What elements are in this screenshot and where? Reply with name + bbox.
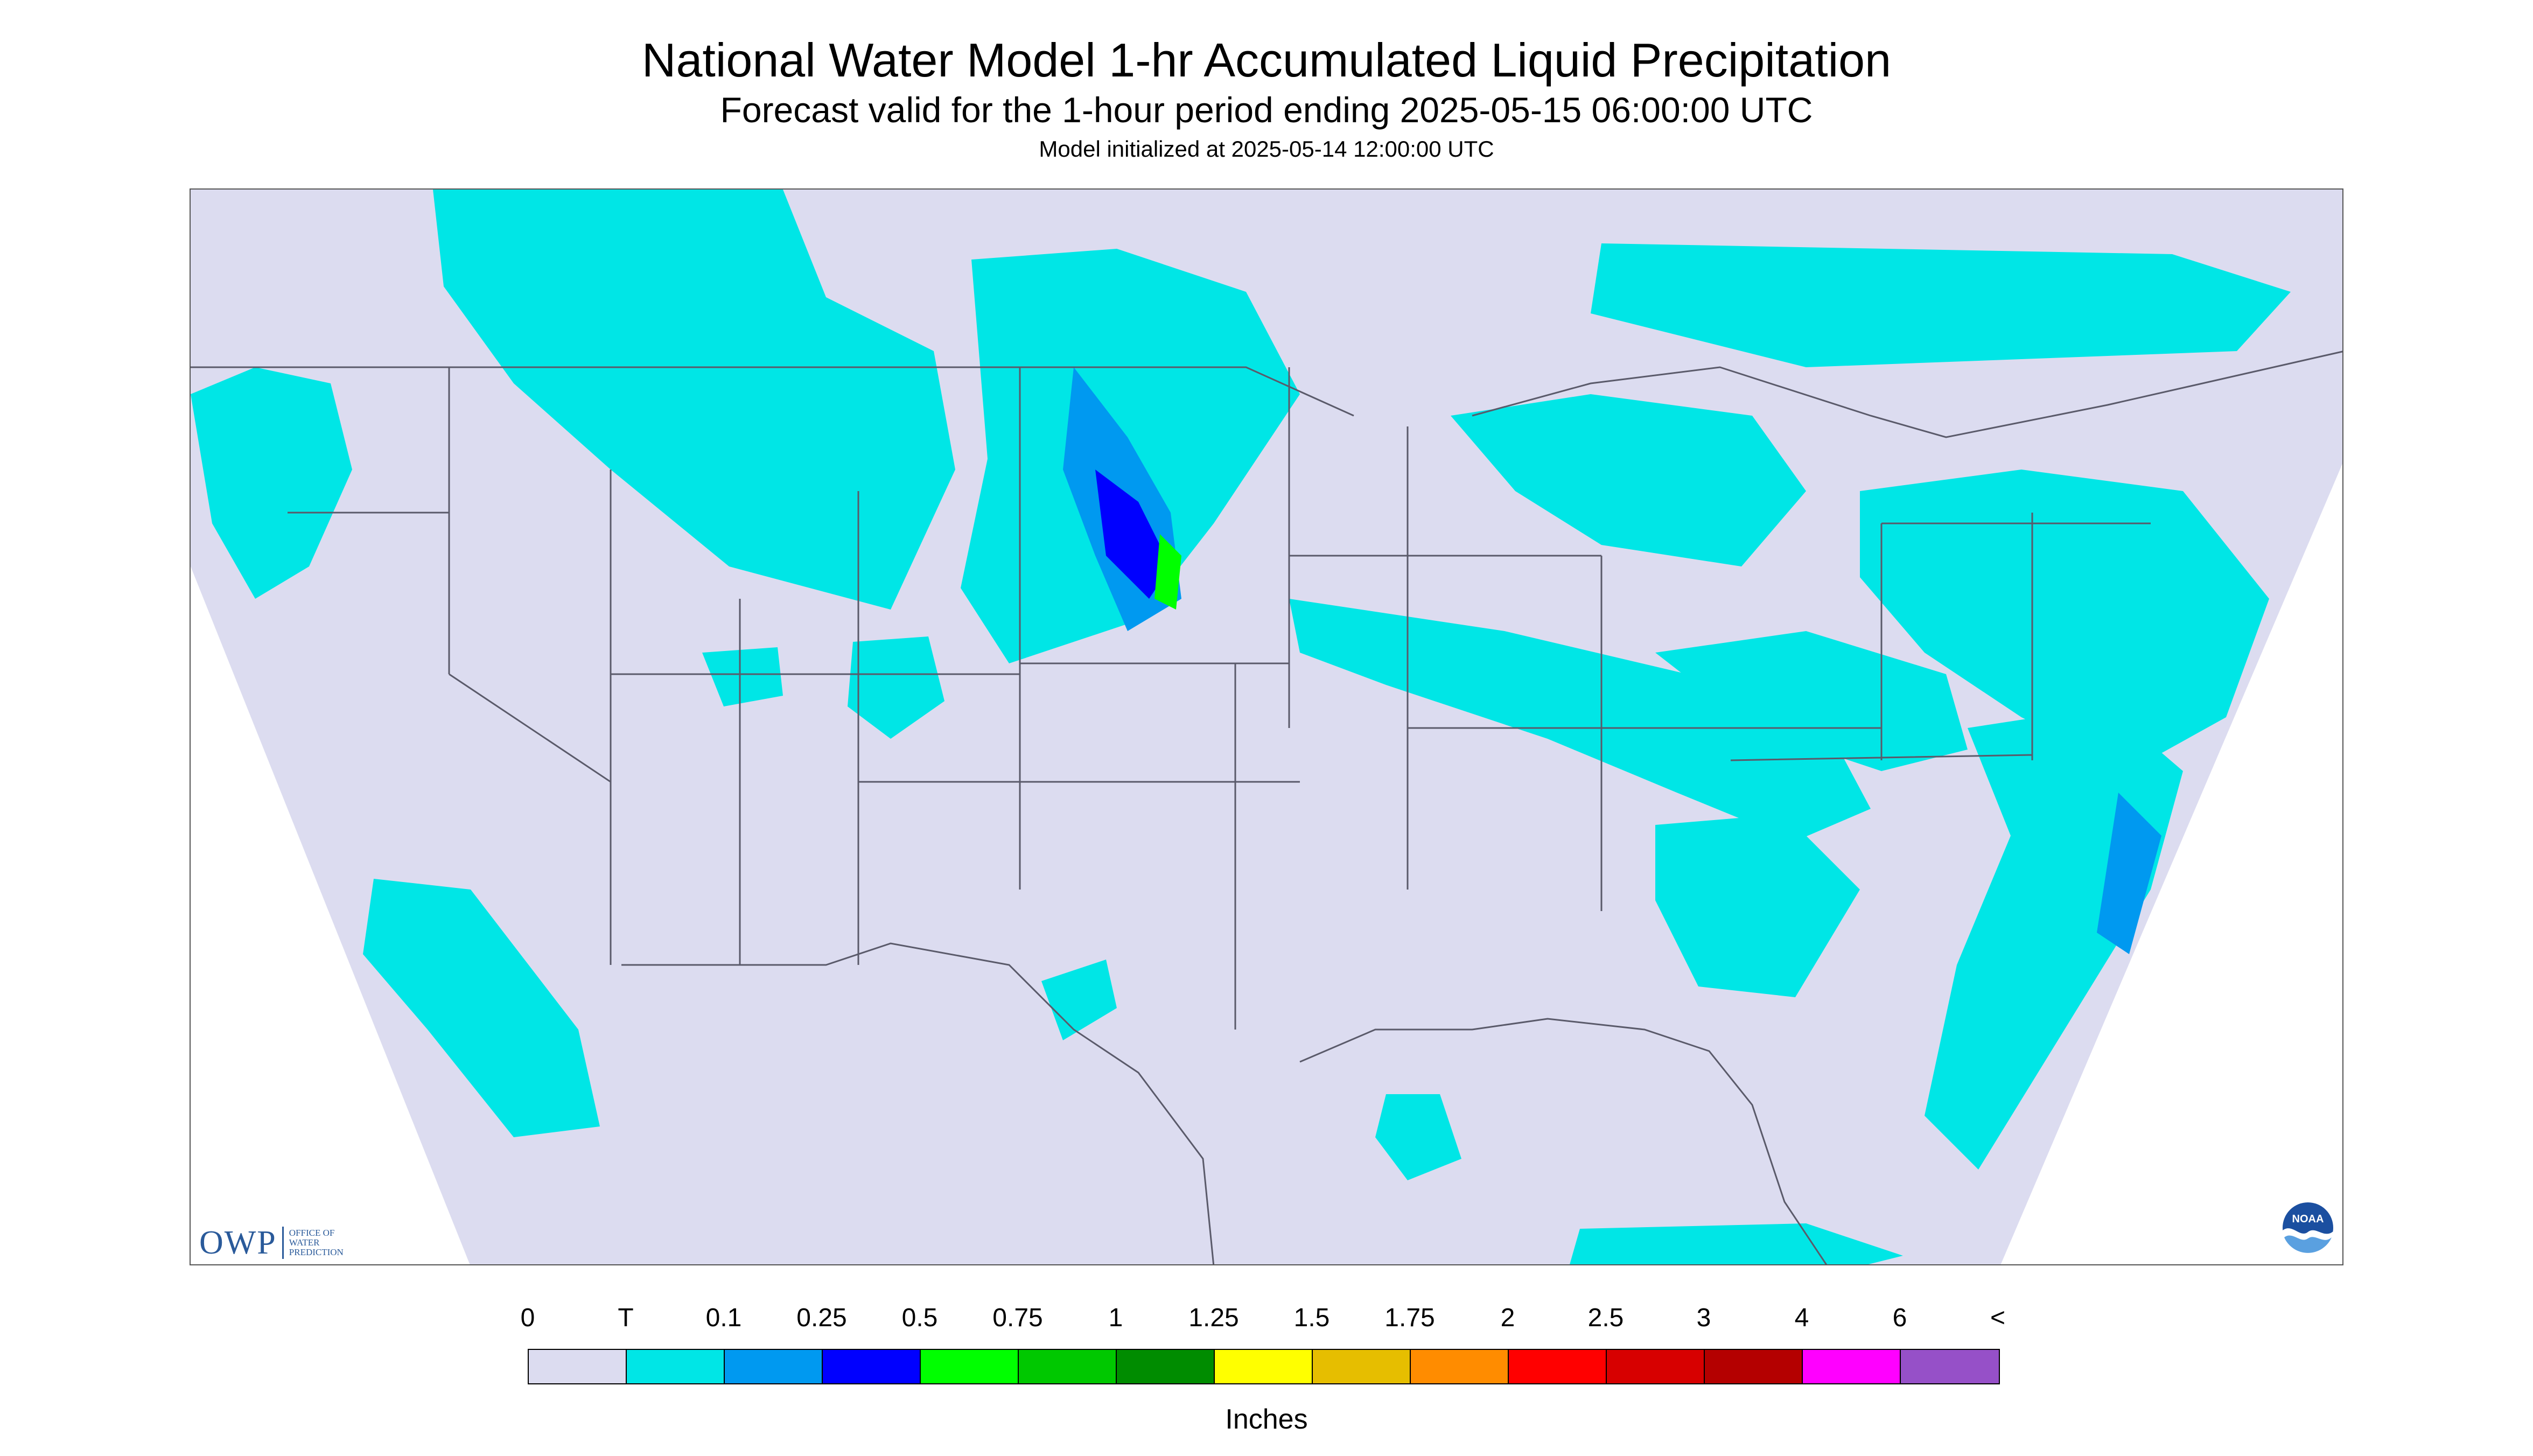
state-lines <box>288 367 2151 1030</box>
precipitation-map <box>190 188 2343 1265</box>
legend-label: 6 <box>1892 1304 1907 1332</box>
precip-pacific-northwest <box>191 367 352 599</box>
precip-utah <box>702 647 783 706</box>
legend-swatch <box>1019 1350 1117 1383</box>
owp-logo-text: OFFICE OF WATER PREDICTION <box>289 1228 344 1257</box>
legend-color-bar <box>528 1349 2000 1384</box>
political-boundaries <box>191 351 2342 1264</box>
legend-label: 0 <box>520 1304 535 1332</box>
legend-label: 4 <box>1794 1304 1809 1332</box>
owp-logo: OWP OFFICE OF WATER PREDICTION <box>199 1221 365 1264</box>
noaa-logo: NOAA <box>2282 1201 2334 1255</box>
legend-label: 1.75 <box>1384 1304 1435 1332</box>
map-title: National Water Model 1-hr Accumulated Li… <box>641 33 1892 87</box>
legend-swatch <box>1411 1350 1509 1383</box>
owp-logo-letters: OWP <box>199 1224 277 1261</box>
legend-swatch <box>1509 1350 1607 1383</box>
precip-nebraska-max <box>1154 534 1181 610</box>
precip-very-heavy-areas <box>1154 534 1181 610</box>
precip-trace-areas <box>191 190 2291 1264</box>
legend-label: 0.75 <box>992 1304 1043 1332</box>
legend-label: T <box>618 1304 634 1332</box>
precip-dakotas-heavy <box>1095 470 1171 599</box>
gulf-coastline <box>1299 1018 1828 1264</box>
legend-label: 2.5 <box>1587 1304 1624 1332</box>
legend-label: 0.25 <box>796 1304 847 1332</box>
legend-label: 1.5 <box>1293 1304 1330 1332</box>
legend-units: Inches <box>1225 1404 1308 1435</box>
precip-northeast <box>1860 470 2269 771</box>
legend-swatch <box>1117 1350 1215 1383</box>
us-canada-border <box>191 351 2342 438</box>
precip-gulf <box>1375 1094 1461 1180</box>
legend-label: 2 <box>1500 1304 1515 1332</box>
legend-label: 1.25 <box>1188 1304 1239 1332</box>
us-mexico-border <box>621 942 1215 1264</box>
precip-upper-canada-east <box>1591 243 2291 367</box>
legend-swatch <box>921 1350 1019 1383</box>
legend-swatch <box>529 1350 627 1383</box>
legend-swatch <box>627 1350 725 1383</box>
legend-swatch <box>1215 1350 1313 1383</box>
legend-swatch <box>1901 1350 1999 1383</box>
legend-swatch <box>725 1350 823 1383</box>
legend-swatch <box>1607 1350 1705 1383</box>
legend-swatch <box>1705 1350 1803 1383</box>
legend-swatch <box>823 1350 921 1383</box>
precip-midwest-band <box>1289 599 1871 841</box>
legend-labels: 0 T 0.1 0.25 0.5 0.75 1 1.25 1.5 1.75 2 2.5 3 4 6 < <box>0 1302 2533 1334</box>
precip-great-lakes <box>1451 394 1806 566</box>
legend-swatch <box>1313 1350 1411 1383</box>
noaa-logo-text: NOAA <box>2292 1213 2324 1225</box>
map-subtitle: Forecast valid for the 1-hour period end… <box>720 90 1813 130</box>
precip-ohio-valley <box>1655 631 1968 771</box>
precip-atlantic-core <box>2097 793 2161 954</box>
legend-label: < <box>1990 1304 2006 1332</box>
precip-south-texas <box>1041 960 1117 1040</box>
precip-northern-rockies <box>433 190 955 610</box>
precip-colorado <box>848 636 944 739</box>
model-init-time: Model initialized at 2025-05-14 12:00:00… <box>1039 136 1494 162</box>
map-svg <box>191 190 2342 1264</box>
legend-swatch <box>1803 1350 1901 1383</box>
legend-label: 0.5 <box>901 1304 938 1332</box>
precip-baja-pacific <box>363 879 600 1137</box>
owp-logo-divider <box>282 1227 284 1259</box>
legend-label: 3 <box>1696 1304 1711 1332</box>
legend-label: 0.1 <box>705 1304 742 1332</box>
precip-heavy-areas <box>1095 470 1171 599</box>
precip-southeast <box>1655 814 1860 997</box>
legend-label: 1 <box>1108 1304 1123 1332</box>
